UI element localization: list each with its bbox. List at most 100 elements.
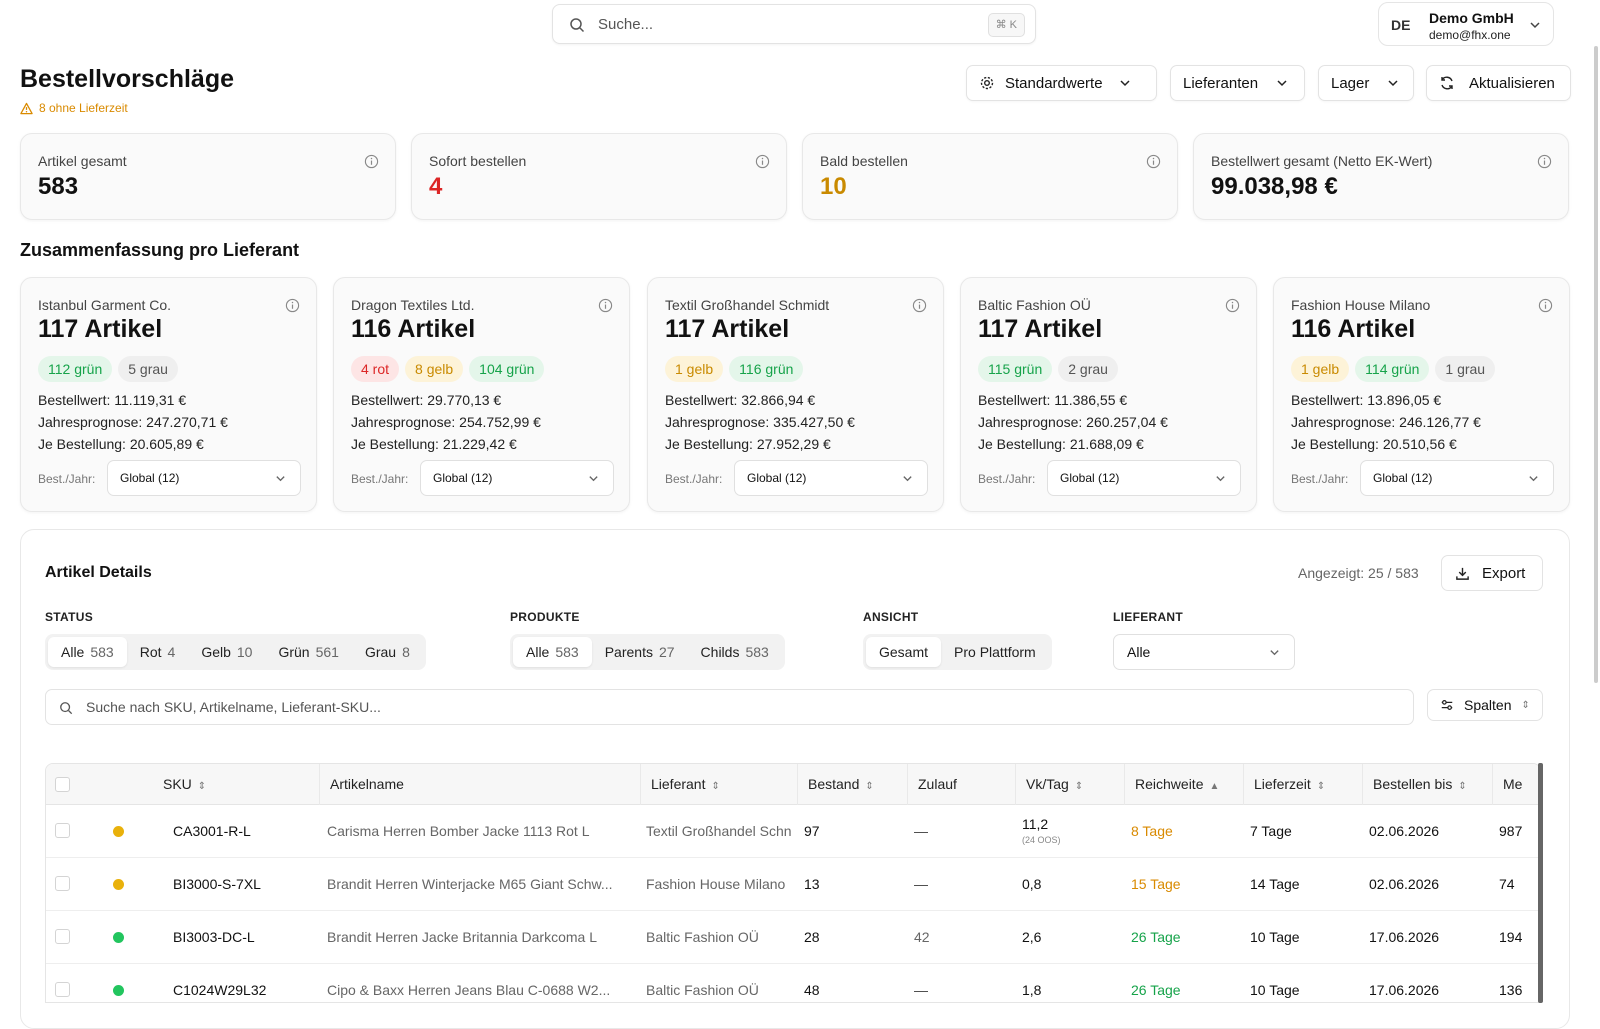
column-header[interactable]: Bestand ⇕: [797, 764, 907, 805]
cell-inflow: —: [914, 858, 1019, 911]
orders-per-year-label: Best./Jahr:: [38, 472, 96, 486]
info-icon[interactable]: [364, 154, 379, 169]
kpi-card-total-order-value: Bestellwert gesamt (Netto EK-Wert) 99.03…: [1193, 133, 1569, 220]
suppliers-filter-button[interactable]: Lieferanten: [1170, 65, 1305, 101]
products-filter-option[interactable]: Alle 583: [513, 637, 592, 667]
table-row[interactable]: C1024W29L32 Cipo & Baxx Herren Jeans Blau…: [46, 964, 1540, 1002]
cell-value: 97: [804, 823, 820, 839]
row-checkbox[interactable]: [55, 929, 70, 944]
column-header[interactable]: Vk/Tag ⇕: [1015, 764, 1124, 805]
avatar: DE: [1391, 17, 1411, 33]
table-row[interactable]: BI3003-DC-L Brandit Herren Jacke Britanni…: [46, 911, 1540, 964]
info-icon[interactable]: [285, 298, 300, 313]
option-label: Alle: [526, 644, 550, 660]
export-button[interactable]: Export: [1441, 555, 1543, 591]
supplier-select[interactable]: Alle: [1113, 634, 1295, 670]
cell-article-name: Carisma Herren Bomber Jacke 1113 Rot L: [327, 805, 637, 858]
cell-value: Baltic Fashion OÜ: [646, 982, 759, 998]
status-pill-green: 114 grün: [1355, 356, 1430, 382]
status-filter-option[interactable]: Alle 583: [48, 637, 127, 667]
per-order-value: Je Bestellung: 20.510,56 €: [1291, 436, 1457, 452]
row-checkbox[interactable]: [55, 823, 70, 838]
cell-order-by: 02.06.2026: [1369, 805, 1474, 858]
option-label: Rot: [139, 644, 162, 660]
shortcut-hint: ⌘ K: [987, 13, 1025, 37]
status-filter-option[interactable]: Gelb 10: [188, 637, 265, 667]
columns-label: Spalten: [1464, 697, 1512, 713]
cell-value: 2,6: [1022, 929, 1042, 945]
cell-order-by: 17.06.2026: [1369, 911, 1474, 964]
products-filter-option[interactable]: Childs 583: [688, 637, 782, 667]
cell-sku: C1024W29L32: [173, 964, 323, 1002]
column-header-label: Lieferzeit: [1254, 776, 1311, 792]
cell-value: —: [914, 982, 928, 998]
cell-stock: 48: [804, 964, 909, 1002]
page-scrollbar[interactable]: [1594, 46, 1598, 683]
info-icon[interactable]: [1225, 298, 1240, 313]
info-icon[interactable]: [1538, 298, 1553, 313]
orders-per-year-select[interactable]: Global (12): [1047, 460, 1241, 496]
columns-button[interactable]: Spalten ⇕: [1427, 689, 1543, 721]
option-count: 583: [555, 644, 579, 660]
status-pill-green: 116 grün: [729, 356, 804, 382]
status-filter-option[interactable]: Grün 561: [265, 637, 351, 667]
orders-per-year-select[interactable]: Global (12): [107, 460, 301, 496]
column-header[interactable]: Me: [1492, 764, 1540, 805]
column-header[interactable]: SKU ⇕: [46, 764, 319, 805]
view-filter-option[interactable]: Gesamt: [866, 637, 942, 667]
column-header[interactable]: Lieferant ⇕: [640, 764, 797, 805]
products-filter-option[interactable]: Parents 27: [592, 637, 688, 667]
account-menu[interactable]: DE Demo GmbH demo@fhx.one: [1378, 2, 1554, 46]
view-filter: Gesamt Pro Plattform: [863, 634, 1052, 670]
status-filter: Alle 583 Rot 4 Gelb 10 Grün 561 Grau 8: [45, 634, 426, 670]
orders-per-year-select[interactable]: Global (12): [420, 460, 614, 496]
info-icon[interactable]: [912, 298, 927, 313]
table-row[interactable]: BI3000-S-7XL Brandit Herren Winterjacke M…: [46, 858, 1540, 911]
status-filter-option[interactable]: Rot 4: [127, 637, 189, 667]
option-label: Alle: [61, 644, 85, 660]
column-header[interactable]: Zulauf: [907, 764, 1015, 805]
orders-per-year-label: Best./Jahr:: [665, 472, 723, 486]
select-all-checkbox[interactable]: [55, 777, 70, 792]
cell-value: 15 Tage: [1131, 876, 1181, 892]
column-header[interactable]: Bestellen bis ⇕: [1362, 764, 1492, 805]
warehouse-filter-button[interactable]: Lager: [1318, 65, 1414, 101]
status-dot: [113, 932, 124, 943]
info-icon[interactable]: [1146, 154, 1161, 169]
sliders-icon: [1441, 700, 1453, 710]
orders-per-year-select[interactable]: Global (12): [1360, 460, 1554, 496]
cell-reach: 8 Tage: [1131, 805, 1236, 858]
view-filter-option[interactable]: Pro Plattform: [941, 637, 1049, 667]
orders-per-year-select[interactable]: Global (12): [734, 460, 928, 496]
info-icon[interactable]: [1537, 154, 1552, 169]
info-icon[interactable]: [598, 298, 613, 313]
info-icon[interactable]: [755, 154, 770, 169]
column-header[interactable]: Artikelname: [319, 764, 640, 805]
account-email: demo@fhx.one: [1429, 28, 1511, 42]
kpi-value: 99.038,98 €: [1211, 173, 1338, 200]
status-filter-option[interactable]: Grau 8: [352, 637, 423, 667]
products-filter-label: PRODUKTE: [510, 610, 580, 624]
cell-value: 1,8: [1022, 982, 1042, 998]
global-search[interactable]: Suche... ⌘ K: [552, 4, 1036, 44]
status-pills: 1 gelb 116 grün: [665, 356, 804, 382]
option-count: 10: [236, 644, 253, 660]
defaults-button[interactable]: Standardwerte: [966, 65, 1157, 101]
out-of-stock-note: (24 OOS): [1022, 835, 1061, 845]
column-header[interactable]: Lieferzeit ⇕: [1243, 764, 1362, 805]
refresh-button[interactable]: Aktualisieren: [1426, 65, 1571, 101]
cell-value: C1024W29L32: [173, 982, 267, 998]
cell-value: 02.06.2026: [1369, 876, 1440, 892]
row-checkbox[interactable]: [55, 982, 70, 997]
warning-notice[interactable]: 8 ohne Lieferzeit: [20, 101, 128, 115]
column-header[interactable]: Reichweite ▲: [1124, 764, 1243, 805]
cell-value: —: [914, 823, 928, 839]
table-search-input[interactable]: Suche nach SKU, Artikelname, Lieferant-S…: [45, 689, 1414, 725]
option-count: 583: [90, 644, 114, 660]
row-checkbox[interactable]: [55, 876, 70, 891]
per-order-value: Je Bestellung: 27.952,29 €: [665, 436, 831, 452]
gear-icon: [980, 76, 994, 90]
table-row[interactable]: CA3001-R-L Carisma Herren Bomber Jacke 11…: [46, 805, 1540, 858]
table-scrollbar[interactable]: [1538, 763, 1543, 1003]
column-header-label: Reichweite: [1135, 776, 1204, 792]
